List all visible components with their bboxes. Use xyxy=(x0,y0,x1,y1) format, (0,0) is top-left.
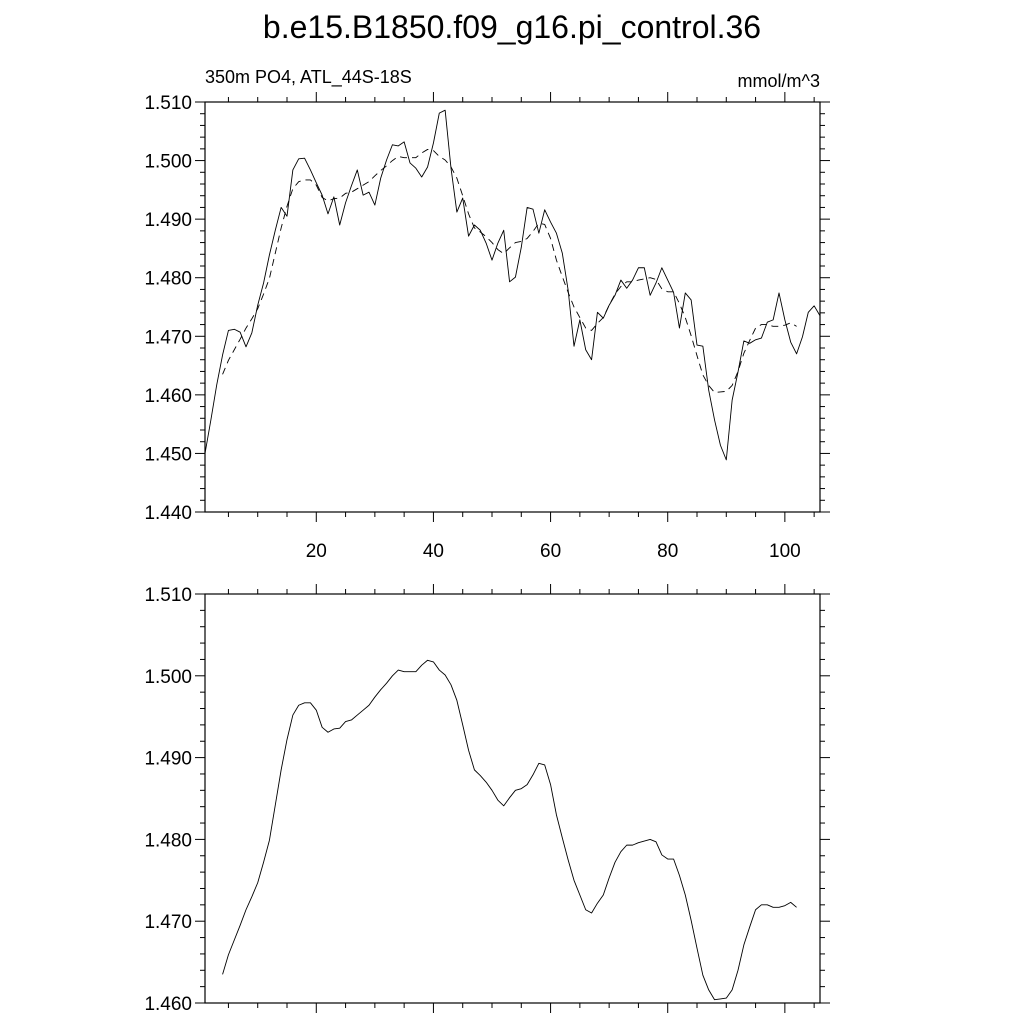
y-tick-label: 1.500 xyxy=(144,152,192,173)
y-tick-label: 1.460 xyxy=(144,386,192,407)
plot-frame xyxy=(204,593,821,1004)
y-tick-label: 1.440 xyxy=(144,503,192,524)
x-tick-label: 20 xyxy=(306,541,327,562)
data-line xyxy=(204,109,821,461)
data-line xyxy=(222,659,797,1001)
y-tick-label: 1.480 xyxy=(144,830,192,851)
y-tick-label: 1.460 xyxy=(144,994,192,1015)
y-tick-label: 1.500 xyxy=(144,667,192,688)
x-tick-label: 40 xyxy=(423,541,444,562)
left-label: 350m PO4, ATL_44S-18S xyxy=(205,67,412,88)
data-line xyxy=(222,148,797,393)
chart-title: b.e15.B1850.f09_g16.pi_control.36 xyxy=(263,9,761,45)
x-tick-label: 60 xyxy=(540,541,561,562)
y-tick-label: 1.450 xyxy=(144,444,192,465)
y-tick-label: 1.470 xyxy=(144,912,192,933)
plot-frame xyxy=(204,101,821,513)
y-tick-label: 1.510 xyxy=(144,93,192,114)
units-label: mmol/m^3 xyxy=(738,71,820,91)
y-tick-label: 1.490 xyxy=(144,749,192,770)
x-tick-label: 80 xyxy=(657,541,678,562)
x-tick-label: 100 xyxy=(769,541,801,562)
y-tick-label: 1.490 xyxy=(144,210,192,231)
y-tick-label: 1.470 xyxy=(144,327,192,348)
y-tick-label: 1.510 xyxy=(144,585,192,606)
y-tick-label: 1.480 xyxy=(144,269,192,290)
